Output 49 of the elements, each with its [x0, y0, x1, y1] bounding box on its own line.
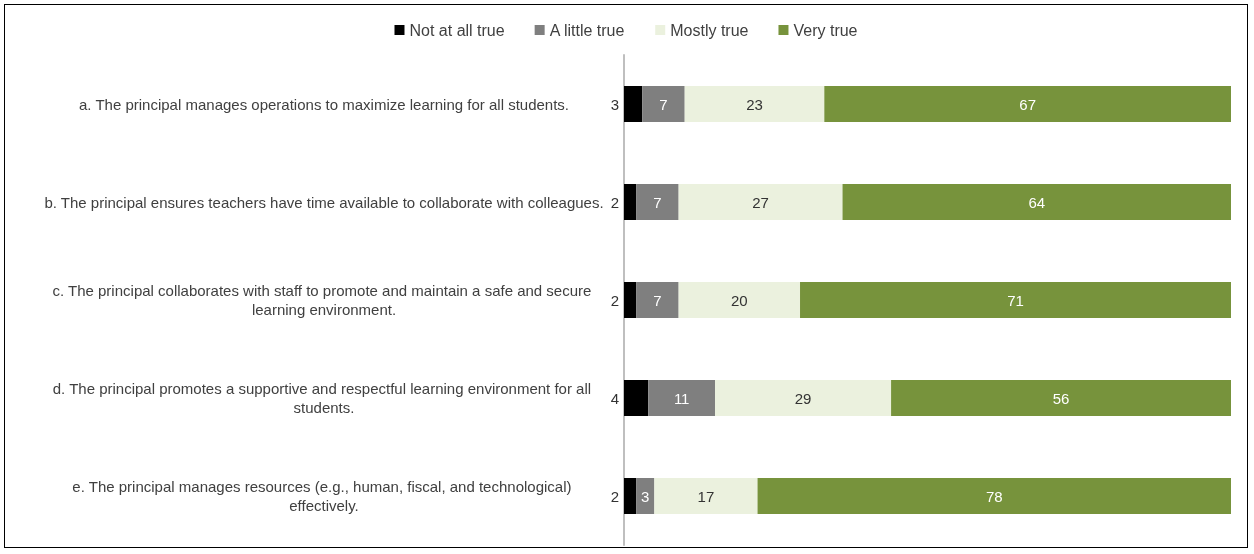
bar — [842, 184, 1231, 220]
bar — [891, 380, 1231, 416]
data-label: 23 — [746, 95, 763, 113]
y-tick-label: c. The principal collaborates with staff to promote and maintain a safe and secure learning environment. — [52, 282, 596, 318]
data-label: 2 — [610, 193, 619, 211]
bar — [624, 478, 637, 514]
data-label: 71 — [1007, 291, 1024, 309]
bar — [624, 86, 643, 122]
data-label: 27 — [752, 193, 769, 211]
data-label: 56 — [1052, 389, 1070, 407]
y-tick-label: b. The principal ensures teachers have time available to collaborate with colleagues. — [44, 193, 604, 211]
data-label: 78 — [985, 487, 1003, 505]
legend-label: Mostly true — [670, 21, 749, 39]
data-label: 7 — [659, 95, 668, 113]
bar — [824, 86, 1231, 122]
bar — [642, 86, 685, 122]
data-label: 4 — [610, 389, 619, 407]
data-label: 64 — [1028, 193, 1046, 211]
bar — [636, 478, 655, 514]
bar — [684, 86, 825, 122]
bar — [648, 380, 716, 416]
bar — [624, 184, 637, 220]
data-label: 11 — [673, 389, 690, 407]
y-tick-label: a. The principal manages operations to maximize learning for all students. — [79, 95, 569, 113]
bar — [678, 184, 843, 220]
data-label: 67 — [1019, 95, 1036, 113]
data-label: 7 — [653, 193, 662, 211]
data-label: 2 — [610, 487, 619, 505]
data-label: 7 — [653, 291, 662, 309]
bar — [636, 282, 679, 318]
y-tick-label: e. The principal manages resources (e.g., human, fiscal, and technological) effectively. — [72, 478, 576, 514]
legend-label: A little true — [549, 21, 625, 39]
bar — [624, 380, 649, 416]
bar — [678, 282, 801, 318]
bar — [715, 380, 892, 416]
data-label: 3 — [641, 487, 650, 505]
data-label: 17 — [697, 487, 715, 505]
bar — [636, 184, 679, 220]
bar — [800, 282, 1231, 318]
data-label: 20 — [730, 291, 748, 309]
data-label: 2 — [610, 291, 619, 309]
legend-label: Not at all true — [409, 21, 505, 39]
bar — [654, 478, 758, 514]
data-label: 29 — [794, 389, 812, 407]
legend-label: Very true — [793, 21, 858, 39]
bar — [757, 478, 1231, 514]
bar — [624, 282, 637, 318]
data-label: 3 — [610, 95, 619, 113]
y-tick-label: d. The principal promotes a supportive and respectful learning environment for all students. — [52, 380, 596, 416]
